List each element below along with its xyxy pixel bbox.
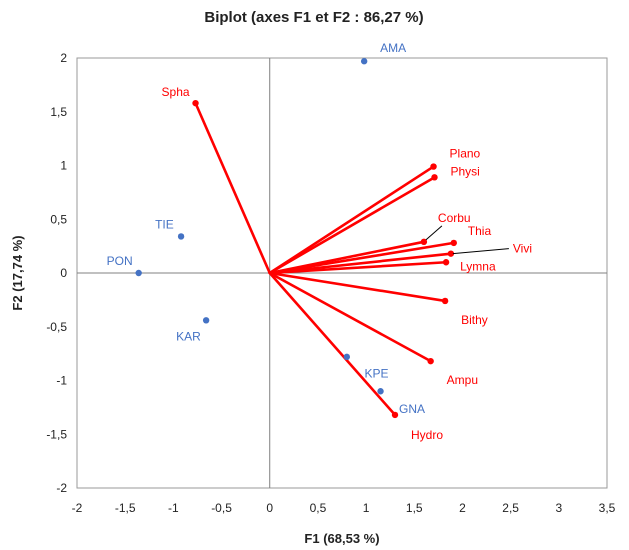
x-tick-label: 2 xyxy=(459,501,466,515)
observation-label-gna: GNA xyxy=(399,402,425,416)
variable-point-hydro xyxy=(391,411,399,419)
observation-point-ama xyxy=(360,58,368,65)
leader-line-vivi xyxy=(452,248,509,255)
y-tick-label: 0,5 xyxy=(50,212,67,226)
variable-point-bithy xyxy=(441,297,449,305)
variable-point-lymna xyxy=(442,259,450,266)
variable-label-vivi: Vivi xyxy=(513,242,532,256)
x-tick-label: 2,5 xyxy=(502,501,519,515)
y-tick-label: 2 xyxy=(60,51,67,65)
observation-label-tie: TIE xyxy=(155,217,174,231)
variable-vector-hydro xyxy=(268,271,397,417)
observation-point xyxy=(343,353,351,361)
variable-vectors xyxy=(192,99,457,419)
x-tick-label: 3 xyxy=(555,501,562,515)
x-tick-label: 3,5 xyxy=(599,501,616,515)
y-tick-label: 1 xyxy=(60,159,67,173)
observation-point-kpe xyxy=(377,388,384,395)
y-axis-label: F2 (17,74 %) xyxy=(10,235,25,310)
x-tick-label: 0,5 xyxy=(310,501,327,515)
variable-point-ampu xyxy=(427,357,434,365)
variable-point-physi xyxy=(431,174,438,181)
x-tick-label: 1,5 xyxy=(406,501,423,515)
leader-line-corbu xyxy=(425,225,443,241)
variable-vector-spha xyxy=(194,101,272,275)
observation-label-pon: PON xyxy=(107,254,133,268)
x-tick-label: -0,5 xyxy=(211,501,232,515)
x-tick-label: -1,5 xyxy=(115,501,136,515)
x-axis-label: F1 (68,53 %) xyxy=(304,531,379,546)
variable-label-physi: Physi xyxy=(451,164,480,178)
observation-label-kar: KAR xyxy=(176,329,201,343)
y-tick-label: -2 xyxy=(56,481,67,495)
observation-point-tie xyxy=(177,233,185,240)
y-tick-label: -1 xyxy=(56,374,67,388)
variable-label-plano: Plano xyxy=(450,147,481,161)
variable-vector-lymna xyxy=(268,260,448,275)
y-tick-label: 0 xyxy=(60,266,67,280)
variable-label-lymna: Lymna xyxy=(460,259,496,273)
variable-point-thia xyxy=(450,239,457,247)
y-tick-labels: -2 -1,5 -1 -0,5 0 0,5 1 1,5 2 xyxy=(46,51,67,495)
x-tick-label: 1 xyxy=(363,501,370,515)
variable-point-plano xyxy=(430,163,437,170)
variable-point-vivi xyxy=(447,250,455,257)
variable-label-bithy: Bithy xyxy=(461,313,488,327)
variable-label-spha: Spha xyxy=(162,85,190,99)
observation-point-pon xyxy=(135,269,142,277)
x-tick-label: -2 xyxy=(72,501,83,515)
variable-point-spha xyxy=(192,99,199,107)
variable-vector-physi xyxy=(268,176,436,275)
variable-vector-thia xyxy=(268,241,456,275)
y-tick-label: -1,5 xyxy=(46,427,67,441)
x-tick-label: 0 xyxy=(266,501,273,515)
chart-title: Biplot (axes F1 et F2 : 86,27 %) xyxy=(204,9,423,26)
observation-labels: AMA TIE PON KAR KPE GNA xyxy=(107,41,425,416)
x-tick-label: -1 xyxy=(168,501,179,515)
observation-label-ama: AMA xyxy=(380,41,406,55)
variable-label-hydro: Hydro xyxy=(411,428,443,442)
x-tick-labels: -2 -1,5 -1 -0,5 0 0,5 1 1,5 2 2,5 3 3,5 xyxy=(72,501,616,515)
observation-points xyxy=(135,58,384,395)
variable-label-ampu: Ampu xyxy=(447,373,478,387)
variable-point-corbu xyxy=(420,238,428,246)
observation-label-kpe: KPE xyxy=(365,366,389,380)
variable-vector-vivi xyxy=(268,252,453,275)
variable-vector-ampu xyxy=(268,271,432,363)
label-leader-lines xyxy=(425,225,509,255)
observation-point-kar xyxy=(202,317,210,324)
variable-label-corbu: Corbu xyxy=(438,211,471,225)
variable-label-thia: Thia xyxy=(468,224,492,238)
variable-vector-plano xyxy=(268,165,435,275)
variable-vector-bithy xyxy=(268,271,447,303)
y-tick-label: -0,5 xyxy=(46,320,67,334)
y-tick-label: 1,5 xyxy=(50,105,67,119)
